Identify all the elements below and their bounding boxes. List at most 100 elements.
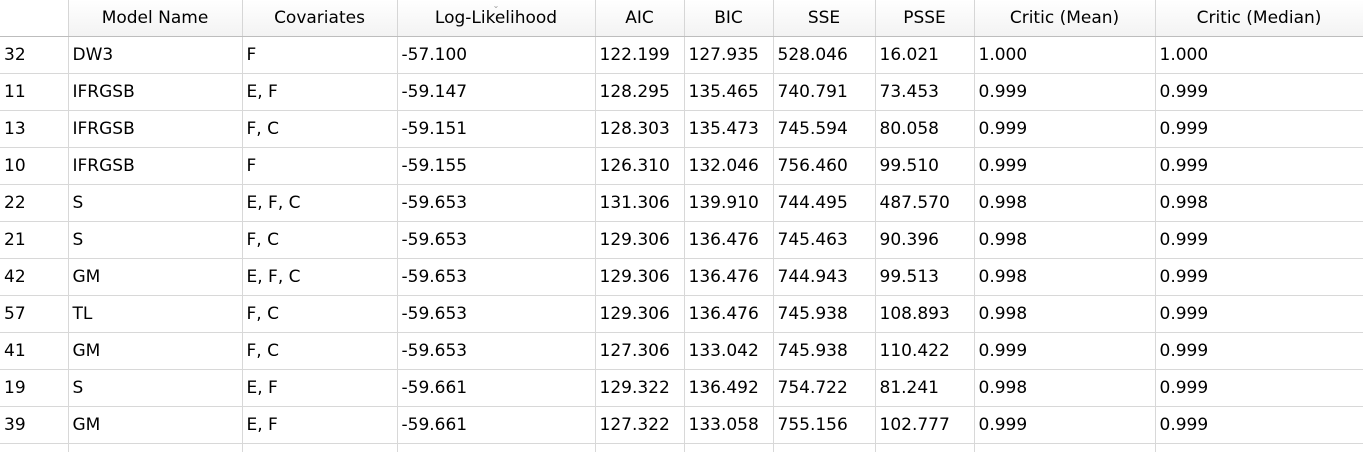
table-row[interactable]: 32 DW3 F -57.100 122.199 127.935 528.046 16.021… <box>0 36 1363 74</box>
model-name-cell[interactable]: GM <box>68 258 243 296</box>
psse-cell[interactable]: 81.241 <box>875 369 975 407</box>
model-name-cell[interactable]: GM <box>68 332 243 370</box>
aic-cell[interactable]: 126.310 <box>595 147 685 185</box>
critic-median-cell[interactable]: 0.999 <box>1155 73 1363 111</box>
model-name-cell[interactable]: TL <box>68 295 243 333</box>
bic-cell[interactable]: 132.046 <box>684 147 774 185</box>
covariates-cell[interactable]: E, F <box>242 406 398 444</box>
covariates-cell[interactable]: F, C <box>242 221 398 259</box>
bic-cell[interactable]: 135.473 <box>684 110 774 148</box>
covariates-cell[interactable]: F, C <box>242 295 398 333</box>
covariates-cell[interactable]: E, F, C <box>242 184 398 222</box>
aic-cell[interactable]: 129.322 <box>595 369 685 407</box>
sse-cell[interactable]: 744.943 <box>773 258 876 296</box>
aic-cell[interactable]: 131.306 <box>595 184 685 222</box>
critic-median-cell[interactable]: 0.999 <box>1155 258 1363 296</box>
critic-mean-cell[interactable]: 0.999 <box>974 73 1156 111</box>
critic-median-cell[interactable]: 0.999 <box>1155 221 1363 259</box>
table-row[interactable]: 41 GM F, C -59.653 127.306 133.042 745.938 110.… <box>0 332 1363 370</box>
psse-cell[interactable]: 99.510 <box>875 147 975 185</box>
critic-median-cell[interactable]: 0.999 <box>1155 369 1363 407</box>
aic-cell[interactable]: 128.303 <box>595 110 685 148</box>
critic-mean-cell[interactable]: 0.998 <box>974 258 1156 296</box>
log-likelihood-cell[interactable]: -59.151 <box>397 110 596 148</box>
row-index[interactable]: 13 <box>0 110 69 148</box>
critic-mean-cell[interactable]: 0.998 <box>974 221 1156 259</box>
critic-median-cell[interactable]: 0.998 <box>1155 184 1363 222</box>
table-row[interactable]: 22 S E, F, C -59.653 131.306 139.910 744.495 48… <box>0 184 1363 222</box>
covariates-cell[interactable]: F <box>242 147 398 185</box>
covariates-cell[interactable]: F, C <box>242 332 398 370</box>
bic-cell[interactable]: 136.476 <box>684 295 774 333</box>
critic-mean-cell[interactable]: 0.998 <box>974 184 1156 222</box>
critic-median-cell[interactable]: 0.999 <box>1155 406 1363 444</box>
row-index[interactable]: 57 <box>0 295 69 333</box>
model-name-cell[interactable]: IFRGSB <box>68 110 243 148</box>
row-index[interactable]: 39 <box>0 406 69 444</box>
critic-mean-cell[interactable]: 0.999 <box>974 406 1156 444</box>
row-index[interactable]: 41 <box>0 332 69 370</box>
log-likelihood-cell[interactable]: -59.653 <box>397 295 596 333</box>
model-name-cell[interactable]: S <box>68 369 243 407</box>
psse-cell[interactable]: 80.058 <box>875 110 975 148</box>
corner-header[interactable] <box>0 0 69 37</box>
covariates-cell[interactable]: E, F, C <box>242 258 398 296</box>
column-header-log-likelihood[interactable]: ⌄ Log-Likelihood <box>397 0 596 37</box>
critic-median-cell[interactable]: 0.999 <box>1155 110 1363 148</box>
log-likelihood-cell[interactable]: -59.653 <box>397 184 596 222</box>
log-likelihood-cell[interactable]: -59.661 <box>397 406 596 444</box>
row-index[interactable]: 22 <box>0 184 69 222</box>
row-index[interactable]: 10 <box>0 147 69 185</box>
psse-cell[interactable]: 487.570 <box>875 184 975 222</box>
psse-cell[interactable]: 108.893 <box>875 295 975 333</box>
column-header-critic-median[interactable]: Critic (Median) <box>1155 0 1363 37</box>
model-name-cell[interactable]: IFRGSB <box>68 73 243 111</box>
log-likelihood-cell[interactable]: -59.653 <box>397 258 596 296</box>
aic-cell[interactable]: 127.322 <box>595 406 685 444</box>
column-header-covariates[interactable]: Covariates <box>242 0 398 37</box>
row-index[interactable]: 42 <box>0 258 69 296</box>
critic-median-cell[interactable]: 0.999 <box>1155 295 1363 333</box>
critic-mean-cell[interactable]: 0.998 <box>974 369 1156 407</box>
critic-mean-cell[interactable]: 1.000 <box>974 36 1156 74</box>
column-header-sse[interactable]: SSE <box>773 0 876 37</box>
log-likelihood-cell[interactable]: -59.661 <box>397 369 596 407</box>
covariates-cell[interactable]: F <box>242 36 398 74</box>
table-row[interactable]: 11 IFRGSB E, F -59.147 128.295 135.465 740.791… <box>0 73 1363 111</box>
bic-cell[interactable]: 135.465 <box>684 73 774 111</box>
sse-cell[interactable]: 745.938 <box>773 295 876 333</box>
row-index[interactable]: 19 <box>0 369 69 407</box>
model-name-cell[interactable]: DW3 <box>68 36 243 74</box>
column-header-model-name[interactable]: Model Name <box>68 0 243 37</box>
sse-cell[interactable]: 756.460 <box>773 147 876 185</box>
critic-mean-cell[interactable]: 0.999 <box>974 147 1156 185</box>
model-name-cell[interactable]: IFRGSB <box>68 147 243 185</box>
model-name-cell[interactable]: GM <box>68 406 243 444</box>
critic-mean-cell[interactable]: 0.999 <box>974 110 1156 148</box>
column-header-critic-mean[interactable]: Critic (Mean) <box>974 0 1156 37</box>
log-likelihood-cell[interactable]: -59.653 <box>397 332 596 370</box>
sse-cell[interactable]: 755.156 <box>773 406 876 444</box>
column-header-psse[interactable]: PSSE <box>875 0 975 37</box>
sse-cell[interactable]: 745.463 <box>773 221 876 259</box>
model-name-cell[interactable]: S <box>68 184 243 222</box>
row-index[interactable]: 11 <box>0 73 69 111</box>
psse-cell[interactable]: 73.453 <box>875 73 975 111</box>
bic-cell[interactable]: 127.935 <box>684 36 774 74</box>
bic-cell[interactable]: 139.910 <box>684 184 774 222</box>
covariates-cell[interactable]: E, F <box>242 369 398 407</box>
aic-cell[interactable]: 127.306 <box>595 332 685 370</box>
log-likelihood-cell[interactable]: -59.147 <box>397 73 596 111</box>
row-index[interactable]: 32 <box>0 36 69 74</box>
bic-cell[interactable]: 136.492 <box>684 369 774 407</box>
table-row[interactable]: 19 S E, F -59.661 129.322 136.492 754.722 81.24… <box>0 369 1363 407</box>
row-index[interactable]: 21 <box>0 221 69 259</box>
aic-cell[interactable]: 122.199 <box>595 36 685 74</box>
model-name-cell[interactable]: S <box>68 221 243 259</box>
bic-cell[interactable]: 133.058 <box>684 406 774 444</box>
aic-cell[interactable]: 128.295 <box>595 73 685 111</box>
psse-cell[interactable]: 99.513 <box>875 258 975 296</box>
critic-median-cell[interactable]: 0.999 <box>1155 147 1363 185</box>
sse-cell[interactable]: 745.938 <box>773 332 876 370</box>
table-row[interactable]: 39 GM E, F -59.661 127.322 133.058 755.156 102.… <box>0 406 1363 444</box>
